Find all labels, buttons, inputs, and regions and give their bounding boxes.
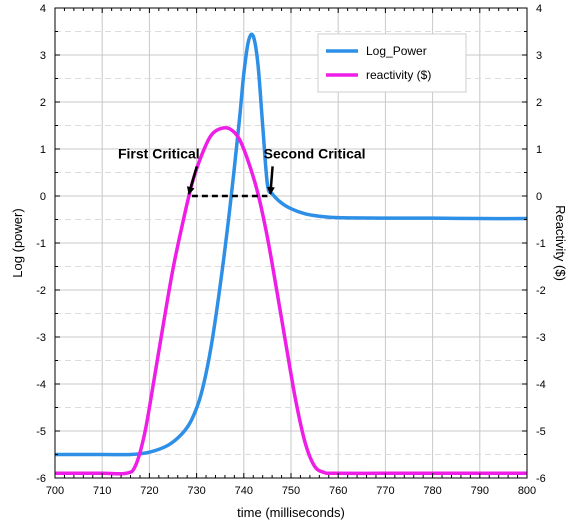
second-critical-arrow (266, 166, 275, 195)
y2-tick-label: -1 (536, 238, 546, 250)
second-critical-label: Second Critical (264, 145, 366, 161)
y-axis-label-left: Log (power) (10, 208, 25, 277)
y2-tick-label: 3 (536, 50, 542, 62)
legend-label: Log_Power (366, 44, 427, 58)
y2-tick-label: -2 (536, 285, 546, 297)
x-tick-label: 790 (471, 485, 489, 497)
series-line-log-power (54, 32, 528, 457)
y-tick-label: -2 (36, 285, 46, 297)
annotations: First Critical Second Critical (118, 145, 366, 198)
y-tick-label: 0 (40, 191, 46, 203)
y-tick-label: -5 (36, 426, 46, 438)
y2-tick-label: -5 (536, 426, 546, 438)
x-tick-label: 740 (235, 485, 253, 497)
legend: Log_Power reactivity ($) (317, 33, 467, 93)
y2-tick-label: -4 (536, 379, 546, 391)
y2-tick-label: 2 (536, 97, 542, 109)
y2-tick-label: 1 (536, 144, 542, 156)
y2-tick-label: -3 (536, 332, 546, 344)
y-tick-label: -3 (36, 332, 46, 344)
series-lines (54, 32, 528, 476)
first-critical-label: First Critical (118, 145, 200, 161)
y-tick-label: -6 (36, 473, 46, 485)
y2-tick-label: 4 (536, 3, 542, 15)
y-tick-label: -1 (36, 238, 46, 250)
legend-box (317, 33, 467, 93)
x-tick-label: 720 (140, 485, 158, 497)
x-tick-label: 780 (423, 485, 441, 497)
first-critical-arrow (186, 166, 199, 195)
y-tick-label: 1 (40, 144, 46, 156)
y2-tick-label: 0 (536, 191, 542, 203)
y-tick-label: 2 (40, 97, 46, 109)
y-axis-label-right: Reactivity ($) (553, 205, 568, 281)
x-tick-label: 700 (46, 485, 64, 497)
y-tick-label: 4 (40, 3, 46, 15)
y-tick-label: -4 (36, 379, 46, 391)
x-tick-label: 730 (187, 485, 205, 497)
legend-label: reactivity ($) (366, 68, 431, 82)
x-tick-label: 800 (518, 485, 536, 497)
x-tick-label: 770 (376, 485, 394, 497)
series-line-reactivity (54, 125, 527, 476)
x-tick-label: 710 (93, 485, 111, 497)
x-axis-label: time (milliseconds) (237, 505, 345, 520)
y2-tick-label: -6 (536, 473, 546, 485)
x-tick-label: 760 (329, 485, 347, 497)
y-tick-label: 3 (40, 50, 46, 62)
x-tick-label: 750 (282, 485, 300, 497)
axis-ticks: 700 710 720 730 740 750 760 770 780 790 800-6-5-4-… (36, 3, 546, 497)
